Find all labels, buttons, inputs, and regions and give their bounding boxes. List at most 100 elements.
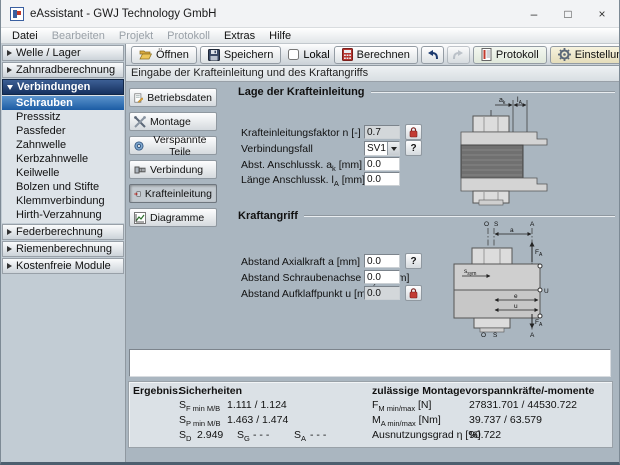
sidebar-item-kerbzahnwelle[interactable]: Kerbzahnwelle <box>16 153 89 165</box>
page-title: Eingabe der Krafteinleitung und des Kraf… <box>126 66 619 82</box>
svg-text:U: U <box>544 288 549 295</box>
toolbar: Öffnen Speichern Lokal Berechnen Protoko… <box>126 44 619 66</box>
sidebar-item-klemmverbindung[interactable]: Klemmverbindung <box>16 195 105 207</box>
sidebar-item-zahnwelle[interactable]: Zahnwelle <box>16 139 67 151</box>
sa-value: - - - <box>310 429 327 441</box>
question-icon: ? <box>410 255 417 267</box>
tools-icon <box>134 115 146 128</box>
ma-value: 39.737 / 63.579 <box>469 414 542 426</box>
save-button[interactable]: Speichern <box>199 45 282 64</box>
sidebar-item-presssitz[interactable]: Presssitz <box>16 111 61 123</box>
verbindungen-submenu: Schrauben Presssitz Passfeder Zahnwelle … <box>2 95 124 223</box>
verbindungsfall-dropdown[interactable]: SV1 <box>364 141 400 156</box>
fm-label: FM min/max [N] <box>372 399 432 414</box>
force-arrow-icon <box>134 190 141 197</box>
svg-text:u: u <box>514 303 518 310</box>
svg-text:ak: ak <box>499 97 506 106</box>
sidebar-item-federberechnung[interactable]: Federberechnung <box>2 224 124 240</box>
menu-protokoll: Protokoll <box>167 29 210 42</box>
svg-text:A: A <box>530 332 535 338</box>
sidebar-item-schrauben[interactable]: Schrauben <box>2 96 124 110</box>
sidebar-item-bolzen-und-stifte[interactable]: Bolzen und Stifte <box>16 181 100 193</box>
svg-text:lA: lA <box>517 97 523 106</box>
kraftangriff-diagram: O S A a FA ssym U e u FA O <box>453 221 549 338</box>
krafteinleitung-diagram: ak lA <box>460 97 548 206</box>
minimize-button[interactable]: – <box>530 6 538 21</box>
lock-button[interactable] <box>405 124 422 140</box>
washer-icon <box>134 140 144 151</box>
label-abst-anschlussk: Abst. Anschlussk. ak [mm] <box>241 159 363 174</box>
screw-icon <box>134 166 146 173</box>
laenge-anschlussk-input[interactable] <box>364 172 400 186</box>
sidebar-item-keilwelle[interactable]: Keilwelle <box>16 167 60 179</box>
section-lage-der-krafteinleitung: Lage der Krafteinleitung <box>238 86 615 98</box>
eta-label: Ausnutzungsgrad η [%] <box>372 429 481 441</box>
chevron-right-icon <box>7 67 12 73</box>
dropdown-arrow-icon[interactable] <box>387 142 399 155</box>
title-bar: eAssistant - GWJ Technology GmbH – □ × <box>1 0 619 28</box>
svg-text:O: O <box>481 332 486 338</box>
nav-verspannte-teile-button[interactable]: Verspannte Teile <box>129 134 217 158</box>
sa-label: SA <box>294 429 307 444</box>
label-verbindungsfall: Verbindungsfall <box>241 143 313 155</box>
sidebar-item-hirth-verzahnung[interactable]: Hirth-Verzahnung <box>16 209 102 221</box>
svg-text:S: S <box>494 221 499 228</box>
label-abstand-aufklaffpunkt: Abstand Aufklaffpunkt u [mm] <box>241 288 378 300</box>
svg-text:S: S <box>493 332 498 338</box>
nav-verbindung-button[interactable]: Verbindung <box>129 160 217 179</box>
sidebar-item-passfeder[interactable]: Passfeder <box>16 125 66 137</box>
sidebar-item-riemenberechnung[interactable]: Riemenberechnung <box>2 241 124 257</box>
undo-button[interactable] <box>420 45 444 64</box>
abstand-axialkraft-input[interactable] <box>364 254 400 268</box>
safety-title: Sicherheiten <box>179 385 243 397</box>
local-checkbox[interactable] <box>288 49 300 60</box>
floppy-disk-icon <box>207 48 220 61</box>
sp-value: 1.463 / 1.474 <box>227 414 289 426</box>
settings-button[interactable]: Einstellungen <box>549 45 619 64</box>
sidebar-item-kostenfreie-module[interactable]: Kostenfreie Module <box>2 258 124 274</box>
page-pencil-icon <box>134 92 144 103</box>
message-area <box>129 349 611 377</box>
nav-betriebsdaten-button[interactable]: Betriebsdaten <box>129 88 217 107</box>
chart-icon <box>134 211 146 224</box>
menu-bearbeiten: Bearbeiten <box>51 29 105 42</box>
svg-text:A: A <box>530 221 535 228</box>
abstand-schraubenachse-input[interactable] <box>364 270 400 284</box>
maximize-button[interactable]: □ <box>564 6 572 21</box>
sg-value: - - - <box>253 429 270 441</box>
abst-anschlussk-input[interactable] <box>364 157 400 171</box>
sd-value: 2.949 <box>197 429 224 441</box>
label-laenge-anschlussk: Länge Anschlussk. lA [mm] <box>241 174 366 189</box>
protocol-button[interactable]: Protokoll <box>472 45 547 64</box>
sidebar-item-verbindungen[interactable]: Verbindungen <box>2 79 124 95</box>
sidebar: Welle / Lager Zahnradberechnung Verbindu… <box>1 44 126 462</box>
sidebar-item-zahnradberechnung[interactable]: Zahnradberechnung <box>2 62 124 78</box>
verbindungsfall-help-button[interactable]: ? <box>405 140 422 156</box>
nav-montage-button[interactable]: Montage <box>129 112 217 131</box>
nav-diagramme-button[interactable]: Diagramme <box>129 208 217 227</box>
menu-projekt: Projekt <box>118 29 154 42</box>
open-button[interactable]: Öffnen <box>131 45 197 64</box>
folder-icon <box>139 50 152 60</box>
chevron-down-icon <box>7 84 13 90</box>
svg-text:FA: FA <box>535 249 543 258</box>
fm-value: 27831.701 / 44530.722 <box>469 399 578 411</box>
sf-value: 1.111 / 1.124 <box>227 399 287 411</box>
menu-hilfe[interactable]: Hilfe <box>269 29 292 42</box>
chevron-right-icon <box>7 263 12 269</box>
main-content: Betriebsdaten Montage Verspannte Teile V… <box>126 82 619 462</box>
lock-button[interactable] <box>405 285 422 301</box>
abstand-aufklaffpunkt-input <box>364 286 400 300</box>
lock-icon <box>409 126 418 137</box>
sidebar-item-welle-lager[interactable]: Welle / Lager <box>2 45 124 61</box>
close-button[interactable]: × <box>598 6 606 21</box>
undo-icon <box>427 50 438 60</box>
nav-krafteinleitung-button[interactable]: Krafteinleitung <box>129 184 217 203</box>
app-icon <box>10 6 24 21</box>
menu-bar: Datei Bearbeiten Projekt Protokoll Extra… <box>1 28 619 44</box>
calculate-button[interactable]: Berechnen <box>333 45 418 64</box>
axialkraft-help-button[interactable]: ? <box>405 253 422 269</box>
menu-extras[interactable]: Extras <box>223 29 256 42</box>
menu-datei[interactable]: Datei <box>12 29 38 42</box>
